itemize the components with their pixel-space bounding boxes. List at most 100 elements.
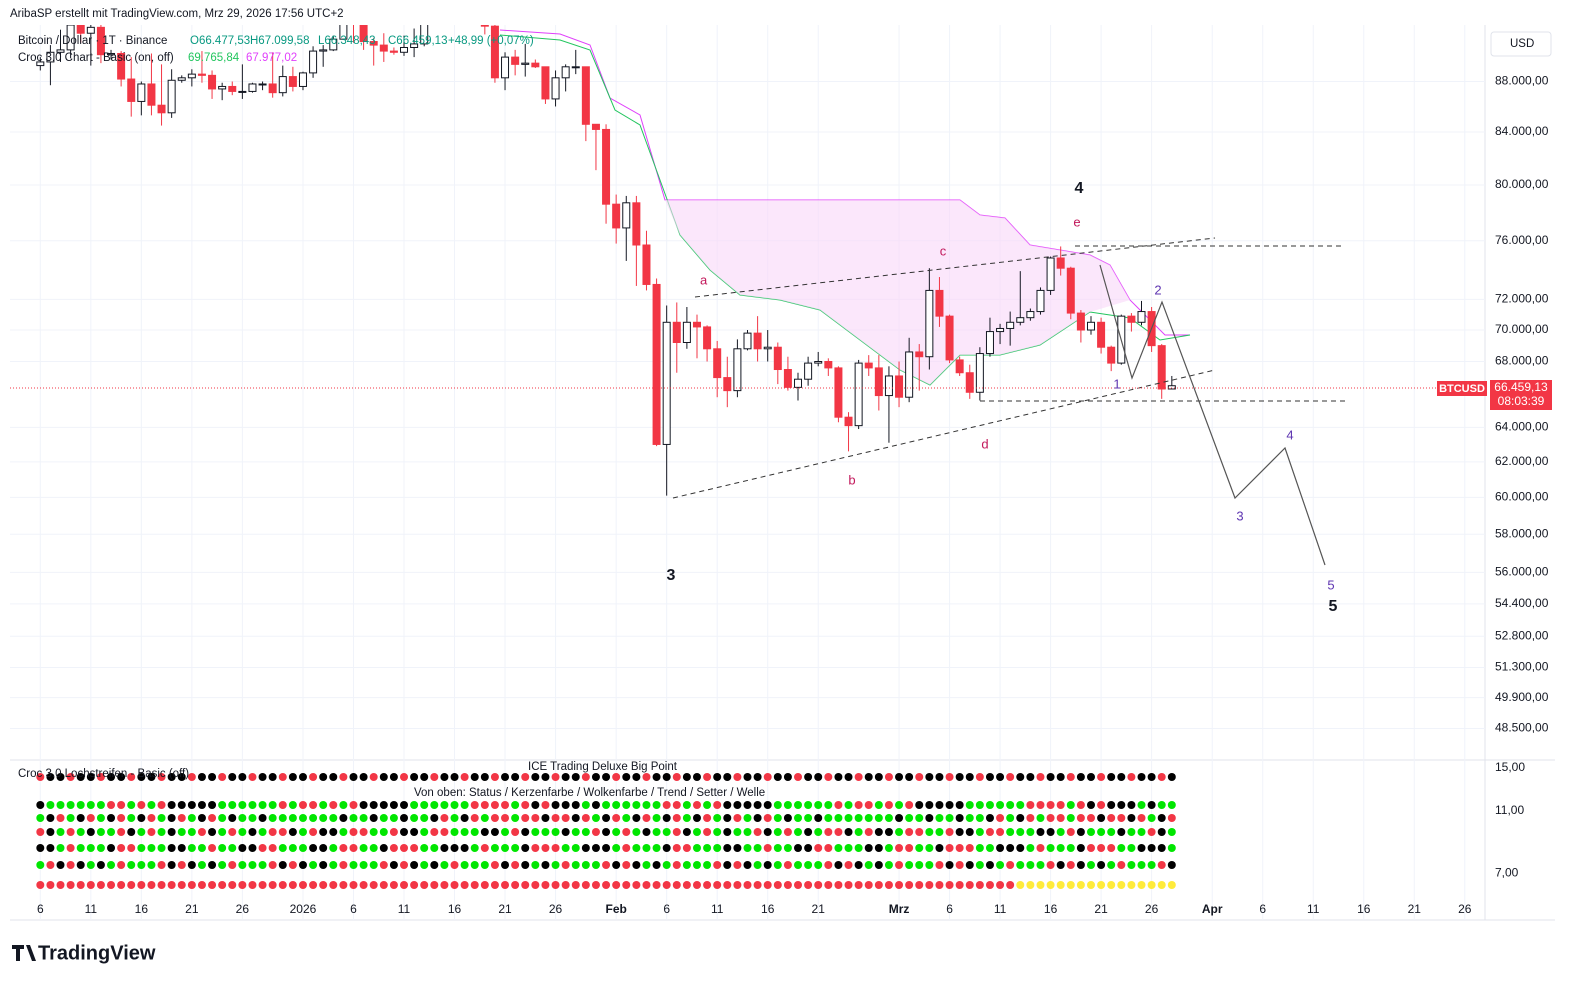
stripe-dot [602,844,611,852]
stripe-dot [935,814,944,822]
stripe-dot [177,861,186,869]
stripe-dot [379,828,388,836]
stripe-dot [157,861,166,869]
stripe-dot [1036,814,1045,822]
stripe-dot [1086,881,1095,889]
candle-body [177,77,186,81]
candle-body [773,346,782,371]
stripe-dot [521,828,530,836]
stripe-dot [1066,801,1075,809]
stripe-dot [672,861,681,869]
stripe-dot [773,814,782,822]
stripe-dot [86,844,95,852]
currency-button[interactable] [1490,31,1552,57]
candle-body [1056,257,1065,269]
stripe-dot [854,814,863,822]
stripe-dot [753,844,762,852]
stripe-dot [895,814,904,822]
candle-body [895,375,904,398]
stripe-dot [925,844,934,852]
stripe-dot [329,828,338,836]
candle-body [581,66,590,125]
stripe-dot [985,801,994,809]
stripe-dot [107,814,116,822]
stripe-dot [339,881,348,889]
stripe-dot [329,844,338,852]
stripe-dot [531,861,540,869]
stripe-dot [167,844,176,852]
stripe-dot [511,801,520,809]
stripe-dot [895,801,904,809]
symbol: Bitcoin / Dollar · 1T · Binance [18,35,167,47]
stripe-dot [389,773,398,781]
stripe-dot [400,881,409,889]
credit: AribaSP erstellt mit TradingView.com, Mr… [10,8,344,20]
candle-body [1036,289,1045,313]
stripe-dot [268,861,277,869]
stripe-dot [874,844,883,852]
stripe-dot [187,881,196,889]
stripe-dot [248,844,257,852]
stripe-dot [773,773,782,781]
stripe-dot [369,881,378,889]
stripe-dot [834,828,843,836]
stripe-dot [1097,773,1106,781]
stripe-dot [925,861,934,869]
candle-body [763,346,772,350]
stripe-dot [410,861,419,869]
stripe-dot [329,881,338,889]
stripe-dot [1117,881,1126,889]
stripe-dot [985,773,994,781]
stripe-dot [804,844,813,852]
stripe-dot [642,801,651,809]
stripe-dot [622,814,631,822]
stripe-dot [955,801,964,809]
stripe-dot [147,881,156,889]
stripe-dot [652,861,661,869]
stripe-dot [187,844,196,852]
stripe-dot [915,881,924,889]
stripe-dot [1006,844,1015,852]
logo-mark [12,945,36,961]
stripe-dot [733,773,742,781]
ohlc: C66.459,13 [388,35,447,47]
stripe-dot [46,801,55,809]
stripe-dot [591,881,600,889]
stripe-dot [1006,814,1015,822]
stripe-dot [804,861,813,869]
stripe-dot [1046,844,1055,852]
stripe-dot [763,814,772,822]
stripe-dot [844,881,853,889]
stripe-dot [228,773,237,781]
stripe-dot [814,773,823,781]
stripe-dot [319,801,328,809]
stripe-dot [874,828,883,836]
stripe-dot [622,844,631,852]
stripe-dot [884,801,893,809]
stripe-dot [197,801,206,809]
stripe-dot [56,814,65,822]
stripe-dot [157,801,166,809]
stripe-dot [460,801,469,809]
stripe-dot [844,828,853,836]
stripe-dot [76,828,85,836]
stripe-dot [157,828,166,836]
y-tick-label: 51.300,00 [1495,660,1549,674]
stripe-dot [400,844,409,852]
stripe-dot [773,881,782,889]
stripe-dot [602,861,611,869]
stripe-dot [197,881,206,889]
stripe-dot [874,861,883,869]
stripe-dot [864,814,873,822]
stripe-dot [238,861,247,869]
candle-body [1006,321,1015,329]
stripe-dot [147,828,156,836]
stripe-dot [925,881,934,889]
candle-body [86,26,95,34]
stripe-dot [965,844,974,852]
stripe-dot [632,814,641,822]
stripe-dot [218,828,227,836]
stripe-dot [854,861,863,869]
stripe-dot [945,881,954,889]
